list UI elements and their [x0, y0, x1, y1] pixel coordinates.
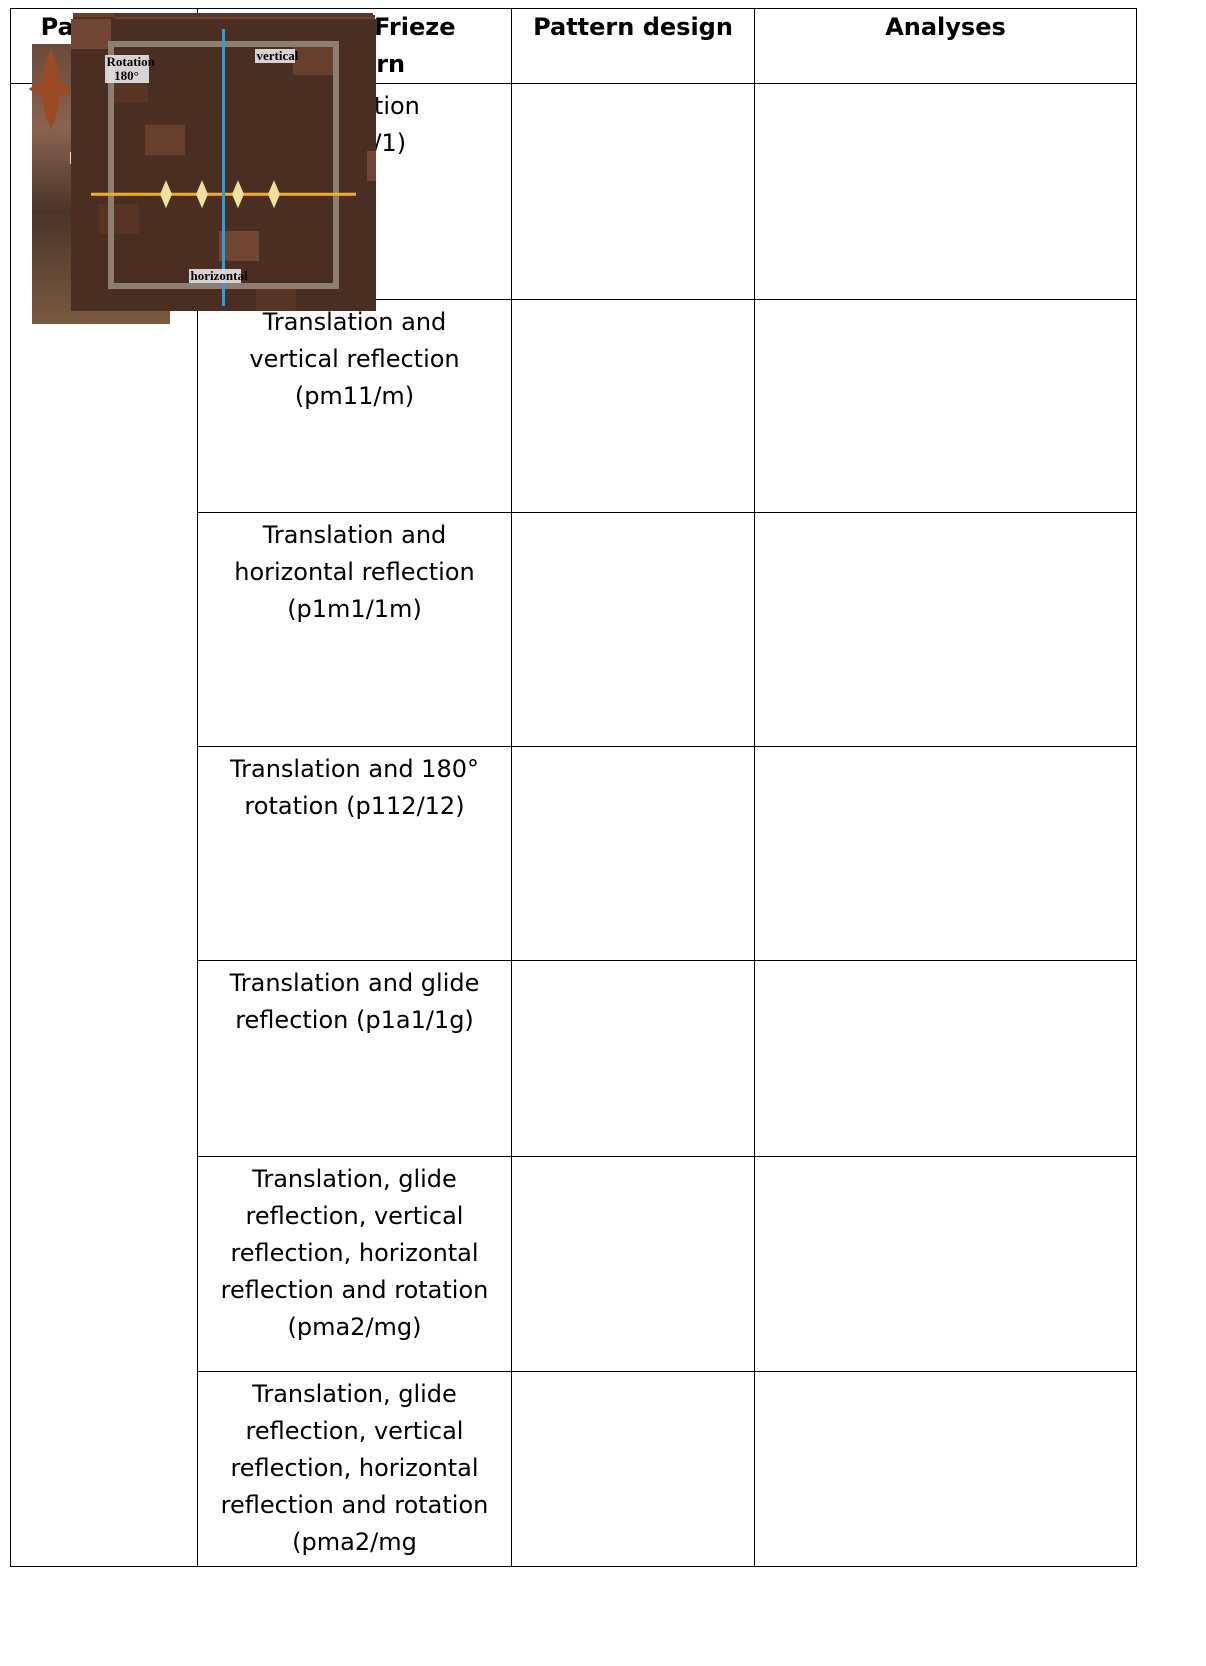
type-cell: Translation, glide reflection, vertical …	[197, 1156, 512, 1372]
cell	[28, 48, 754, 1566]
cell: Translation	[72, 12, 1136, 299]
design-cell	[28, 48, 755, 513]
cell: horizontal reflection	[74, 14, 1136, 746]
annotation-label: Rotation 180°	[104, 53, 155, 83]
type-cell: Translation and vertical reflection (pm1…	[197, 299, 512, 513]
analysis-cell: Translation	[72, 12, 1137, 300]
design-cell	[28, 48, 755, 1372]
header-cell: Analyses	[754, 8, 1137, 84]
cell	[28, 48, 754, 960]
cell: Reflectionglide	[74, 14, 1136, 1156]
design-cell	[28, 48, 755, 1567]
cell	[28, 48, 754, 299]
frieze-table: Paintings Types of Frieze Pattern Patter…	[10, 8, 1137, 1567]
analysis-cell: Rotation 180°vertical Reflectionglide Re…	[74, 16, 1137, 1372]
design-cell	[28, 48, 755, 747]
type-cell: Translation and 180° rotation (p112/12)	[197, 746, 512, 961]
analysis-image: Rotation 180° vertical horizontal	[70, 18, 376, 311]
cell: vertical reflection	[72, 16, 1136, 512]
cell: Rotation 180 °	[74, 16, 1136, 960]
analysis-cell: Rotation 180 °	[74, 16, 1137, 961]
header-cell: Pattern design	[511, 8, 755, 84]
analysis-cell: vertical reflection	[72, 16, 1137, 513]
cell	[28, 48, 754, 512]
annotation-label: vertical	[254, 47, 299, 63]
cell	[28, 48, 754, 746]
type-cell: Translation, glide reflection, vertical …	[197, 1371, 512, 1567]
analysis-cell: Reflectionglide	[74, 14, 1137, 1157]
cell	[28, 48, 754, 1156]
type-cell: Translation and glide reflection (p1a1/1…	[197, 960, 512, 1157]
table-body: Translation (p111/1)TranslationTranslati…	[10, 12, 1137, 1567]
design-cell	[28, 48, 755, 1157]
type-cell: Translation and horizontal reflection (p…	[197, 512, 512, 747]
analysis-cell: Rotation 180° vertical horizontal	[70, 18, 1137, 1567]
cell: Rotation 180° vertical horizontal	[70, 18, 1136, 1566]
annotation-label: horizontal	[188, 267, 248, 283]
design-cell	[28, 48, 755, 300]
design-cell	[28, 48, 755, 961]
cell: Rotation 180°vertical Reflectionglide Re…	[74, 16, 1136, 1371]
analysis-cell: horizontal reflection	[74, 14, 1137, 747]
cell	[28, 48, 754, 1371]
table-row: Translation, glide reflection, vertical …	[11, 18, 1137, 1567]
